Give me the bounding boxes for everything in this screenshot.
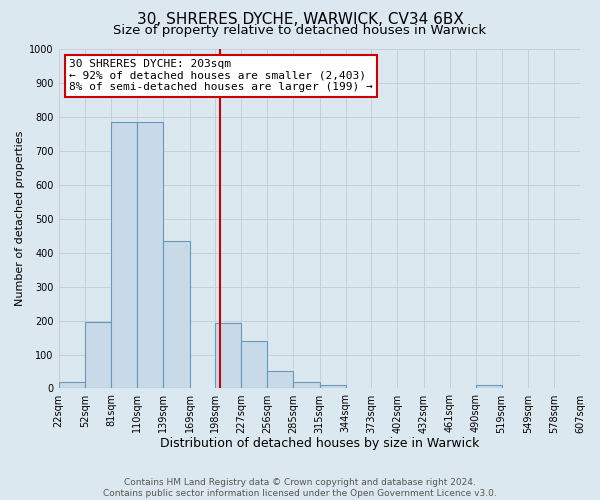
Bar	[241, 341, 267, 388]
Bar	[476, 385, 502, 388]
Text: Size of property relative to detached houses in Warwick: Size of property relative to detached ho…	[113, 24, 487, 37]
Bar	[163, 241, 190, 388]
Bar	[85, 322, 111, 388]
Bar	[293, 382, 320, 388]
Y-axis label: Number of detached properties: Number of detached properties	[15, 131, 25, 306]
Bar	[111, 122, 137, 388]
Text: 30, SHRERES DYCHE, WARWICK, CV34 6BX: 30, SHRERES DYCHE, WARWICK, CV34 6BX	[137, 12, 463, 28]
Bar	[320, 385, 346, 388]
X-axis label: Distribution of detached houses by size in Warwick: Distribution of detached houses by size …	[160, 437, 479, 450]
Text: Contains HM Land Registry data © Crown copyright and database right 2024.
Contai: Contains HM Land Registry data © Crown c…	[103, 478, 497, 498]
Text: 30 SHRERES DYCHE: 203sqm
← 92% of detached houses are smaller (2,403)
8% of semi: 30 SHRERES DYCHE: 203sqm ← 92% of detach…	[69, 59, 373, 92]
Bar	[215, 323, 241, 388]
Bar	[267, 372, 293, 388]
Bar	[137, 122, 163, 388]
Bar	[59, 382, 85, 388]
